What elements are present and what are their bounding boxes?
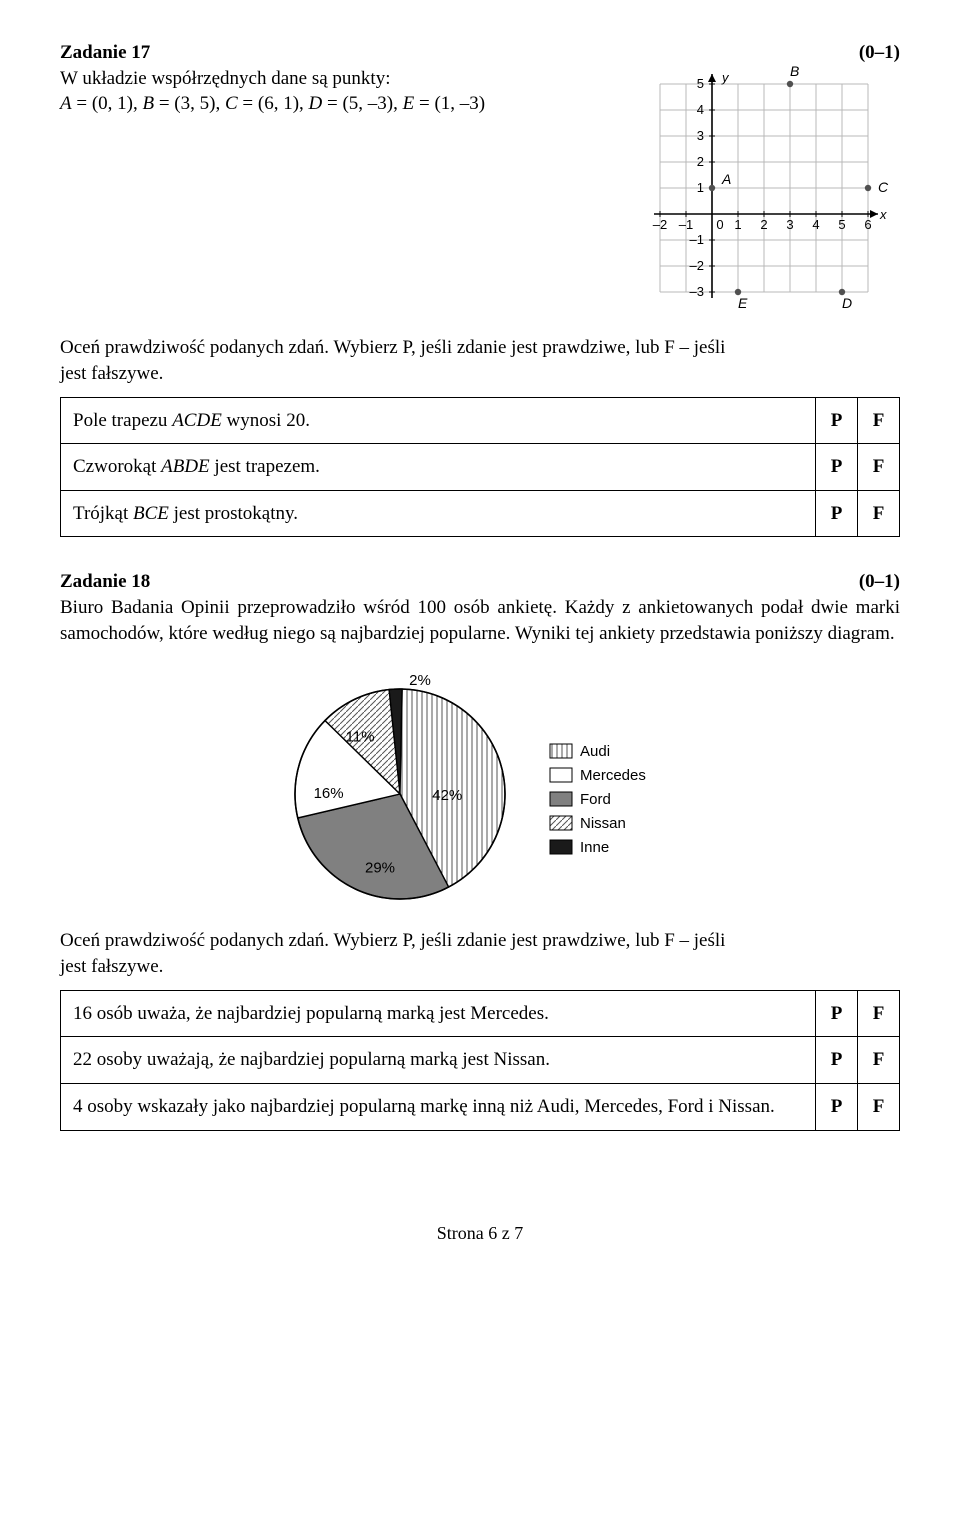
table-row: Czworokąt ABDE jest trapezem. P F — [61, 444, 900, 491]
p-cell[interactable]: P — [816, 1083, 858, 1130]
svg-text:x: x — [879, 207, 887, 222]
svg-text:2: 2 — [697, 154, 704, 169]
svg-text:29%: 29% — [365, 860, 395, 877]
task-18-points: (0–1) — [859, 569, 900, 595]
svg-text:5: 5 — [838, 217, 845, 232]
svg-text:–2: –2 — [690, 258, 704, 273]
table-row: Trójkąt BCE jest prostokątny. P F — [61, 490, 900, 537]
p-cell[interactable]: P — [816, 490, 858, 537]
svg-text:5: 5 — [697, 76, 704, 91]
svg-text:–1: –1 — [690, 232, 704, 247]
svg-text:1: 1 — [697, 180, 704, 195]
svg-text:C: C — [878, 179, 889, 195]
f-cell[interactable]: F — [858, 444, 900, 491]
f-cell[interactable]: F — [858, 1037, 900, 1084]
table-row: 16 osób uważa, że najbardziej popularną … — [61, 990, 900, 1037]
svg-text:E: E — [738, 295, 748, 311]
f-cell[interactable]: F — [858, 990, 900, 1037]
stmt-cell: Czworokąt ABDE jest trapezem. — [61, 444, 816, 491]
pf-intro-line-a: Oceń prawdziwość podanych zdań. Wybierz … — [60, 928, 900, 954]
task-17-points: (0–1) — [859, 40, 900, 66]
svg-text:Ford: Ford — [580, 791, 611, 808]
svg-text:1: 1 — [734, 217, 741, 232]
p-cell[interactable]: P — [816, 397, 858, 444]
svg-text:11%: 11% — [346, 729, 375, 746]
stmt-cell: 16 osób uważa, że najbardziej popularną … — [61, 990, 816, 1037]
svg-text:4: 4 — [697, 102, 704, 117]
task-17-intro: W układzie współrzędnych dane są punkty:… — [60, 66, 622, 117]
intro-line-1: W układzie współrzędnych dane są punkty: — [60, 66, 622, 92]
svg-text:A: A — [721, 171, 731, 187]
svg-text:3: 3 — [697, 128, 704, 143]
task-18-title: Zadanie 18 — [60, 569, 150, 595]
pf-intro-line-a: Oceń prawdziwość podanych zdań. Wybierz … — [60, 335, 900, 361]
p-cell[interactable]: P — [816, 1037, 858, 1084]
svg-text:6: 6 — [864, 217, 871, 232]
pf-table-18: 16 osób uważa, że najbardziej popularną … — [60, 990, 900, 1131]
pf-intro-line-b: jest fałszywe. — [60, 954, 900, 980]
p-cell[interactable]: P — [816, 444, 858, 491]
table-row: Pole trapezu ACDE wynosi 20. P F — [61, 397, 900, 444]
stmt-cell: Pole trapezu ACDE wynosi 20. — [61, 397, 816, 444]
svg-text:D: D — [842, 295, 852, 311]
svg-text:–2: –2 — [653, 217, 667, 232]
f-cell[interactable]: F — [858, 490, 900, 537]
p-cell[interactable]: P — [816, 990, 858, 1037]
svg-text:Audi: Audi — [580, 743, 610, 760]
svg-text:42%: 42% — [432, 787, 462, 804]
intro-line-2: A = (0, 1), B = (3, 5), C = (6, 1), D = … — [60, 91, 622, 117]
svg-text:Inne: Inne — [580, 839, 609, 856]
table-row: 22 osoby uważają, że najbardziej popular… — [61, 1037, 900, 1084]
pf-intro-line-b: jest fałszywe. — [60, 361, 900, 387]
f-cell[interactable]: F — [858, 1083, 900, 1130]
svg-text:Nissan: Nissan — [580, 815, 626, 832]
pie-chart: 2% 42% 29% 16% 11% Audi Mercedes Ford Nissan Inne — [60, 664, 900, 914]
coord-grid: –2 –1 1 2 3 4 5 6 0 –3 –2 –1 1 2 3 4 5 x y A B C D E — [642, 66, 900, 322]
stmt-cell: 4 osoby wskazały jako najbardziej popula… — [61, 1083, 816, 1130]
pf-table-17: Pole trapezu ACDE wynosi 20. P F Czworok… — [60, 397, 900, 538]
f-cell[interactable]: F — [858, 397, 900, 444]
page-footer: Strona 6 z 7 — [60, 1221, 900, 1245]
svg-text:–1: –1 — [679, 217, 693, 232]
stmt-cell: Trójkąt BCE jest prostokątny. — [61, 490, 816, 537]
svg-text:B: B — [790, 66, 799, 79]
svg-text:16%: 16% — [314, 785, 344, 802]
task-18: Zadanie 18 (0–1) Biuro Badania Opinii pr… — [60, 569, 900, 1130]
svg-text:4: 4 — [812, 217, 819, 232]
task-17: Zadanie 17 (0–1) W układzie współrzędnyc… — [60, 40, 900, 537]
task-17-title: Zadanie 17 — [60, 40, 150, 66]
task-18-body: Biuro Badania Opinii przeprowadziło wśró… — [60, 595, 900, 646]
task-17-pf: Oceń prawdziwość podanych zdań. Wybierz … — [60, 335, 900, 537]
svg-text:0: 0 — [716, 217, 723, 232]
svg-text:–3: –3 — [690, 284, 704, 299]
task-18-pf: Oceń prawdziwość podanych zdań. Wybierz … — [60, 928, 900, 1130]
stmt-cell: 22 osoby uważają, że najbardziej popular… — [61, 1037, 816, 1084]
svg-text:2: 2 — [760, 217, 767, 232]
svg-text:2%: 2% — [409, 672, 431, 689]
svg-text:Mercedes: Mercedes — [580, 767, 646, 784]
svg-text:y: y — [721, 70, 730, 85]
svg-text:3: 3 — [786, 217, 793, 232]
task-18-header: Zadanie 18 (0–1) — [60, 569, 900, 595]
task-17-header: Zadanie 17 (0–1) — [60, 40, 900, 66]
table-row: 4 osoby wskazały jako najbardziej popula… — [61, 1083, 900, 1130]
